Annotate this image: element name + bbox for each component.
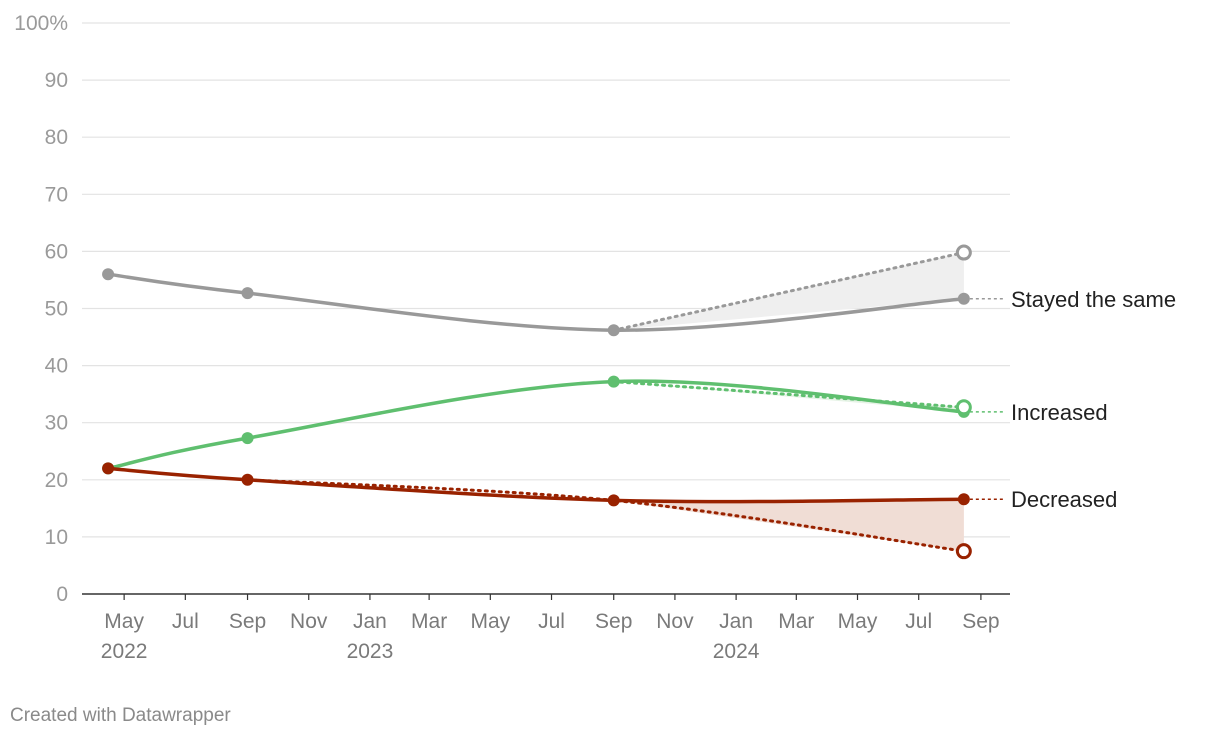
series-line: [106, 466, 966, 504]
x-tick-label: Jul: [905, 610, 932, 633]
y-tick-label: 40: [45, 355, 68, 378]
difference-area: [613, 381, 964, 412]
data-point: [607, 324, 620, 337]
series-lines: [102, 244, 972, 560]
data-point: [241, 287, 254, 300]
series-line: [106, 379, 966, 471]
x-tick-label: May: [470, 610, 510, 633]
series-label: Decreased: [1011, 487, 1117, 512]
x-tick-label: Sep: [229, 610, 266, 633]
projected-point: [955, 399, 972, 416]
data-point: [102, 462, 115, 475]
data-point: [957, 493, 970, 506]
x-tick-label: Jul: [172, 610, 199, 633]
x-tick-label: May: [838, 610, 878, 633]
y-tick-label: 10: [45, 526, 68, 549]
x-tick-label: Mar: [411, 610, 447, 633]
y-tick-label: 90: [45, 69, 68, 92]
data-point: [607, 494, 620, 507]
series-label: Stayed the same: [1011, 287, 1176, 312]
x-tick-label: Sep: [595, 610, 632, 633]
y-tick-label: 20: [45, 469, 68, 492]
credit-text: Created with Datawrapper: [10, 705, 231, 726]
x-tick-label: Jan: [719, 610, 753, 633]
x-tick-label: Mar: [778, 610, 814, 633]
projected-point: [955, 543, 972, 560]
y-axis-ticks: 0 10 20 30 40 50 60 70 80 90 100%: [14, 12, 68, 606]
x-tick-label: Nov: [656, 610, 694, 633]
line-chart: 0 10 20 30 40 50 60 70 80 90 100% May 2022 Jul Sep Nov…: [14, 12, 1176, 663]
y-tick-label: 30: [45, 412, 68, 435]
y-tick-label: 100%: [14, 12, 68, 35]
x-tick-year-label: 2023: [347, 640, 394, 663]
x-tick-label: May: [104, 610, 144, 633]
x-tick-label: Jan: [353, 610, 387, 633]
x-axis: May 2022 Jul Sep Nov Jan 2023 Mar May Jul Sep Nov Ja…: [82, 593, 1010, 663]
y-tick-label: 50: [45, 298, 68, 321]
data-point: [957, 292, 970, 305]
series-label: Increased: [1011, 400, 1108, 425]
y-tick-label: 0: [56, 583, 68, 606]
projection-line: [612, 380, 966, 409]
data-point: [607, 375, 620, 388]
data-point: [241, 432, 254, 445]
y-tick-label: 70: [45, 183, 68, 206]
series-labels: Stayed the same Increased Decreased: [969, 287, 1176, 512]
data-point: [102, 268, 115, 281]
x-tick-label: Sep: [962, 610, 999, 633]
x-tick-year-label: 2024: [713, 640, 760, 663]
x-tick-label: Nov: [290, 610, 328, 633]
data-point: [241, 473, 254, 486]
x-tick-label: Jul: [538, 610, 565, 633]
y-tick-label: 60: [45, 240, 68, 263]
projected-point: [955, 244, 972, 261]
x-tick-year-label: 2022: [101, 640, 148, 663]
series-line: [106, 272, 966, 332]
y-tick-label: 80: [45, 126, 68, 149]
